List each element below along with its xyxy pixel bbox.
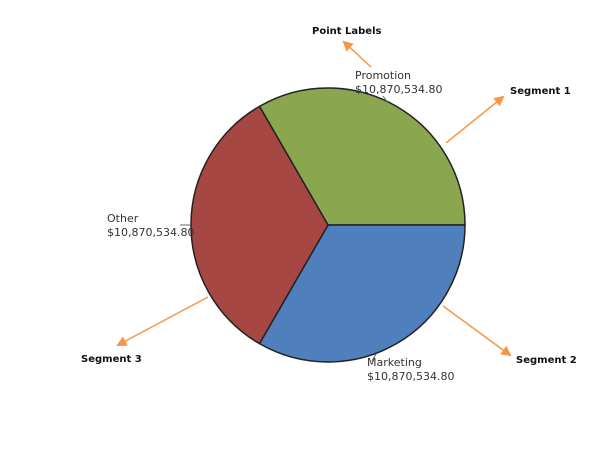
slice-label-promotion-name: Promotion [355, 69, 411, 82]
pie-slice-marketing [258, 224, 466, 363]
leader-marketing [371, 353, 377, 362]
annotation-segment-2: Segment 2 [516, 355, 577, 366]
slice-label-other-name: Other [107, 212, 139, 225]
slice-label-marketing-name: Marketing [367, 356, 422, 369]
slice-label-other-value: $10,870,534.80 [107, 226, 194, 239]
annotation-arrows [116, 40, 512, 357]
leader-promotion [382, 95, 389, 104]
pie-slice-promotion [258, 87, 466, 226]
label-leaders [180, 95, 389, 362]
annotation-segment-1: Segment 1 [510, 86, 571, 97]
pie-slices [190, 87, 466, 363]
slice-label-promotion-value: $10,870,534.80 [355, 83, 442, 96]
slice-label-marketing-value: $10,870,534.80 [367, 370, 454, 383]
annotation-segment-3: Segment 3 [81, 354, 142, 365]
arrow-segment-1 [445, 95, 505, 144]
arrow-segment-2 [442, 305, 512, 357]
annotation-point-labels: Point Labels [312, 26, 381, 37]
arrow-segment-3 [116, 296, 209, 346]
arrow-point-labels [342, 40, 372, 68]
